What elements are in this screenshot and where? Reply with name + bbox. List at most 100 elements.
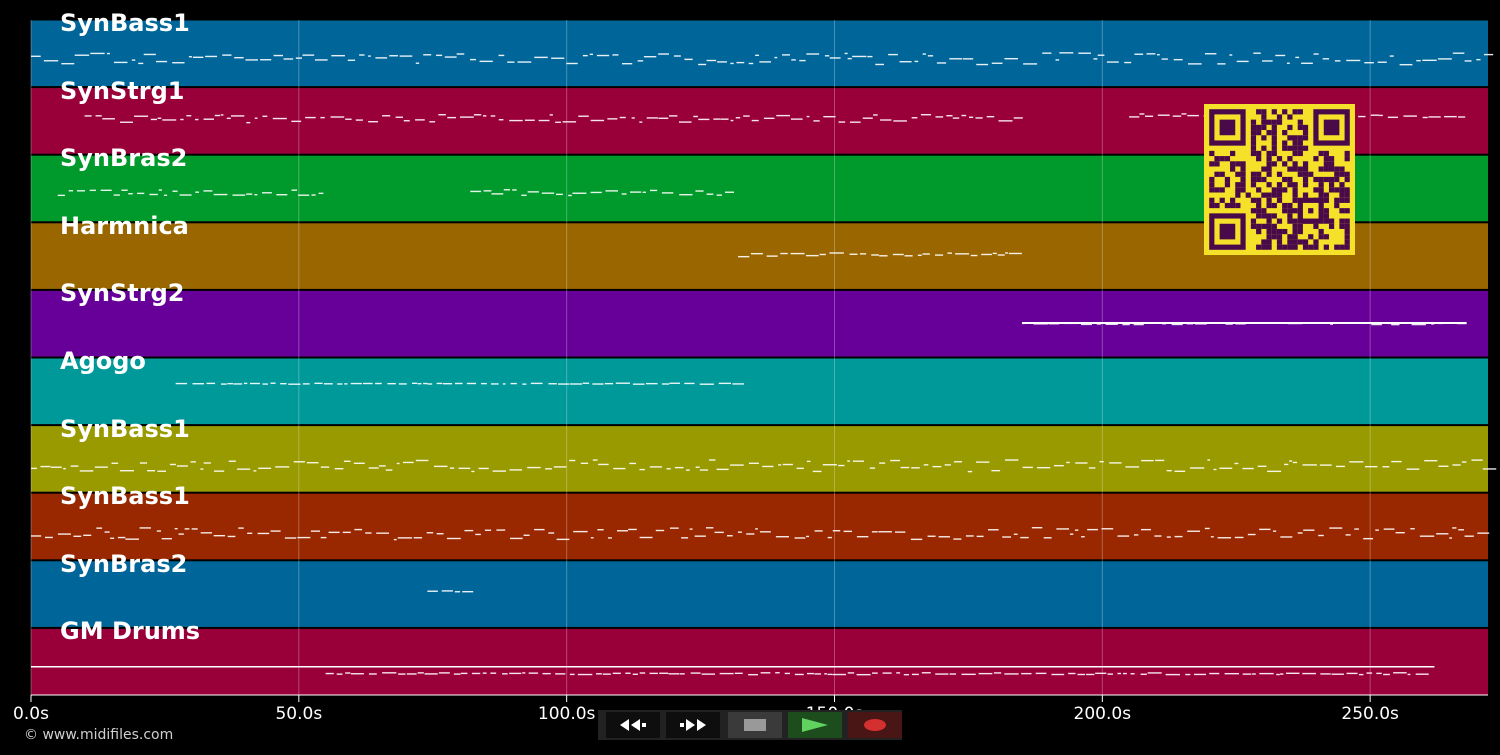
- note: [1458, 116, 1466, 118]
- note: [345, 118, 352, 120]
- fast-forward-button[interactable]: [666, 712, 720, 738]
- note: [1364, 62, 1374, 64]
- record-button[interactable]: [848, 712, 902, 738]
- note: [911, 117, 918, 119]
- note: [179, 194, 192, 196]
- note: [436, 533, 444, 535]
- note: [597, 529, 604, 531]
- note: [1188, 63, 1202, 65]
- note: [794, 673, 804, 676]
- note: [1087, 528, 1098, 531]
- stop-button[interactable]: [728, 712, 782, 738]
- note: [1140, 528, 1151, 531]
- note: [61, 62, 75, 65]
- note: [1022, 466, 1033, 469]
- note: [1383, 673, 1390, 676]
- note: [1043, 537, 1052, 539]
- note: [1242, 467, 1254, 470]
- note: [1391, 460, 1402, 463]
- note: [879, 255, 888, 257]
- track-name: GM Drums: [60, 617, 201, 646]
- note: [227, 535, 236, 538]
- note: [639, 672, 646, 674]
- note: [967, 470, 973, 473]
- record-icon: [864, 719, 886, 731]
- note: [607, 118, 618, 120]
- note: [1174, 535, 1183, 538]
- note: [1187, 114, 1199, 117]
- note: [1056, 528, 1070, 530]
- note: [270, 530, 281, 532]
- note: [737, 531, 742, 533]
- note: [1165, 673, 1180, 676]
- note: [814, 530, 823, 532]
- note: [363, 382, 373, 385]
- note: [1086, 673, 1095, 676]
- note: [378, 465, 386, 467]
- note: [1403, 115, 1417, 117]
- note: [578, 115, 589, 117]
- note: [684, 58, 693, 61]
- note: [157, 470, 167, 472]
- note: [227, 382, 233, 385]
- note: [1363, 537, 1374, 540]
- note: [637, 60, 644, 62]
- note: [454, 382, 463, 385]
- note: [275, 466, 290, 468]
- note: [247, 532, 253, 535]
- note: [104, 531, 110, 533]
- note: [295, 57, 302, 59]
- play-button[interactable]: [788, 712, 842, 738]
- note: [1117, 535, 1130, 537]
- track-name: SynBass1: [60, 9, 190, 37]
- note: [553, 466, 567, 468]
- note: [666, 468, 671, 470]
- note: [40, 465, 51, 468]
- note: [1069, 533, 1074, 535]
- note: [100, 189, 112, 192]
- note: [376, 532, 389, 534]
- note: [220, 114, 224, 116]
- note: [323, 383, 333, 385]
- note: [517, 61, 532, 63]
- note: [74, 54, 90, 56]
- note: [1189, 467, 1205, 469]
- note: [406, 673, 417, 675]
- note: [426, 532, 434, 534]
- note: [1051, 673, 1065, 676]
- note: [347, 59, 356, 61]
- note: [589, 53, 593, 56]
- note: [402, 461, 414, 464]
- note: [862, 117, 873, 119]
- note: [577, 673, 593, 676]
- note: [709, 459, 716, 461]
- note: [1407, 673, 1411, 676]
- note: [203, 190, 213, 192]
- note: [389, 55, 398, 57]
- axis-tick-label: 0.0s: [13, 704, 49, 724]
- note: [31, 55, 41, 57]
- note: [824, 673, 827, 675]
- note: [778, 464, 782, 466]
- note: [471, 470, 475, 473]
- note: [669, 527, 679, 529]
- note: [590, 537, 594, 539]
- note: [1234, 536, 1244, 539]
- note: [838, 464, 845, 467]
- note: [910, 538, 923, 541]
- note: [139, 527, 151, 529]
- note: [698, 63, 707, 66]
- note: [1068, 672, 1076, 675]
- note: [832, 530, 841, 532]
- rewind-button[interactable]: [606, 712, 660, 738]
- note: [1204, 53, 1217, 55]
- note: [1436, 533, 1449, 535]
- note: [681, 537, 689, 539]
- note: [1297, 532, 1303, 534]
- note: [947, 252, 952, 254]
- note: [1217, 537, 1232, 539]
- note: [297, 536, 311, 539]
- note: [812, 470, 822, 473]
- note: [686, 469, 690, 471]
- note: [569, 673, 575, 676]
